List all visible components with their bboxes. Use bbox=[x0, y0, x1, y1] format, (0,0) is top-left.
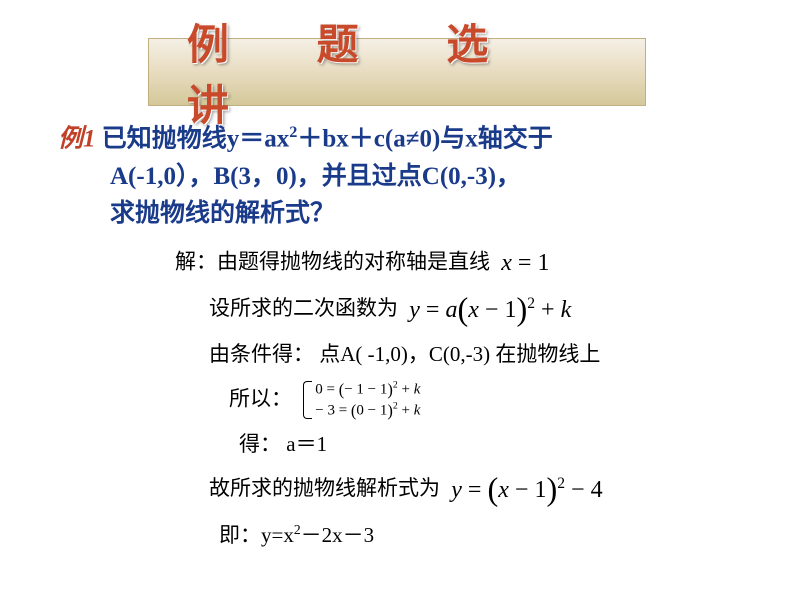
solution-line-5: 得： a＝1 bbox=[175, 431, 775, 458]
s3-text: 点A( -1,0)，C(0,-3) 在抛物线上 bbox=[319, 342, 600, 366]
s5-eq: a＝1 bbox=[286, 432, 327, 456]
s2-eq: y = a(x − 1)2 + k bbox=[409, 289, 571, 331]
s4-prefix: 所以： bbox=[229, 386, 292, 410]
s7-eq: y=x2－2x－3 bbox=[261, 523, 374, 547]
problem-line3: 求抛物线的解析式？ bbox=[58, 195, 758, 233]
problem-statement: 例1 已知抛物线y＝ax2＋bx＋c(a≠0)与x轴交于 A(-1,0），B(3… bbox=[58, 120, 758, 233]
example-label: 例1 bbox=[58, 125, 96, 152]
solution-line-2: 设所求的二次函数为 y = a(x − 1)2 + k bbox=[175, 289, 775, 331]
problem-line1b: ＋bx＋c(a≠0)与x轴交于 bbox=[297, 125, 552, 152]
solution-line-1: 解：由题得抛物线的对称轴是直线 x = 1 bbox=[175, 248, 775, 279]
sys-eq-2: − 3 = (0 − 1)2 + k bbox=[315, 400, 420, 421]
solution-line-6: 故所求的抛物线解析式为 y = (x − 1)2 − 4 bbox=[175, 469, 775, 511]
s7-prefix: 即： bbox=[219, 523, 261, 547]
var-x: x bbox=[501, 250, 512, 276]
solution-line-3: 由条件得： 点A( -1,0)，C(0,-3) 在抛物线上 bbox=[175, 341, 775, 368]
solution-line-7: 即：y=x2－2x－3 bbox=[175, 521, 775, 549]
eq-sign: = 1 bbox=[518, 250, 550, 276]
s6-prefix: 故所求的抛物线解析式为 bbox=[209, 476, 440, 500]
solution-line-4: 所以： 0 = (− 1 − 1)2 + k − 3 = (0 − 1)2 + … bbox=[175, 379, 775, 422]
title-banner: 例 题 选 讲 bbox=[148, 38, 646, 106]
s1-prefix: 解：由题得抛物线的对称轴是直线 bbox=[175, 249, 490, 273]
title-text: 例 题 选 讲 bbox=[149, 11, 645, 133]
s2-prefix: 设所求的二次函数为 bbox=[209, 296, 398, 320]
s3-prefix: 由条件得： bbox=[209, 342, 314, 366]
s1-eq: x = 1 bbox=[501, 248, 549, 279]
sys-eq-1: 0 = (− 1 − 1)2 + k bbox=[315, 379, 420, 400]
s6-eq: y = (x − 1)2 − 4 bbox=[451, 469, 602, 511]
problem-line2: A(-1,0），B(3，0)，并且过点C(0,-3)， bbox=[58, 158, 758, 196]
solution-block: 解：由题得抛物线的对称轴是直线 x = 1 设所求的二次函数为 y = a(x … bbox=[175, 248, 775, 559]
s5-prefix: 得： bbox=[239, 432, 281, 456]
equation-system: 0 = (− 1 − 1)2 + k − 3 = (0 − 1)2 + k bbox=[301, 379, 420, 422]
problem-line1a: 已知抛物线y＝ax bbox=[96, 125, 290, 152]
